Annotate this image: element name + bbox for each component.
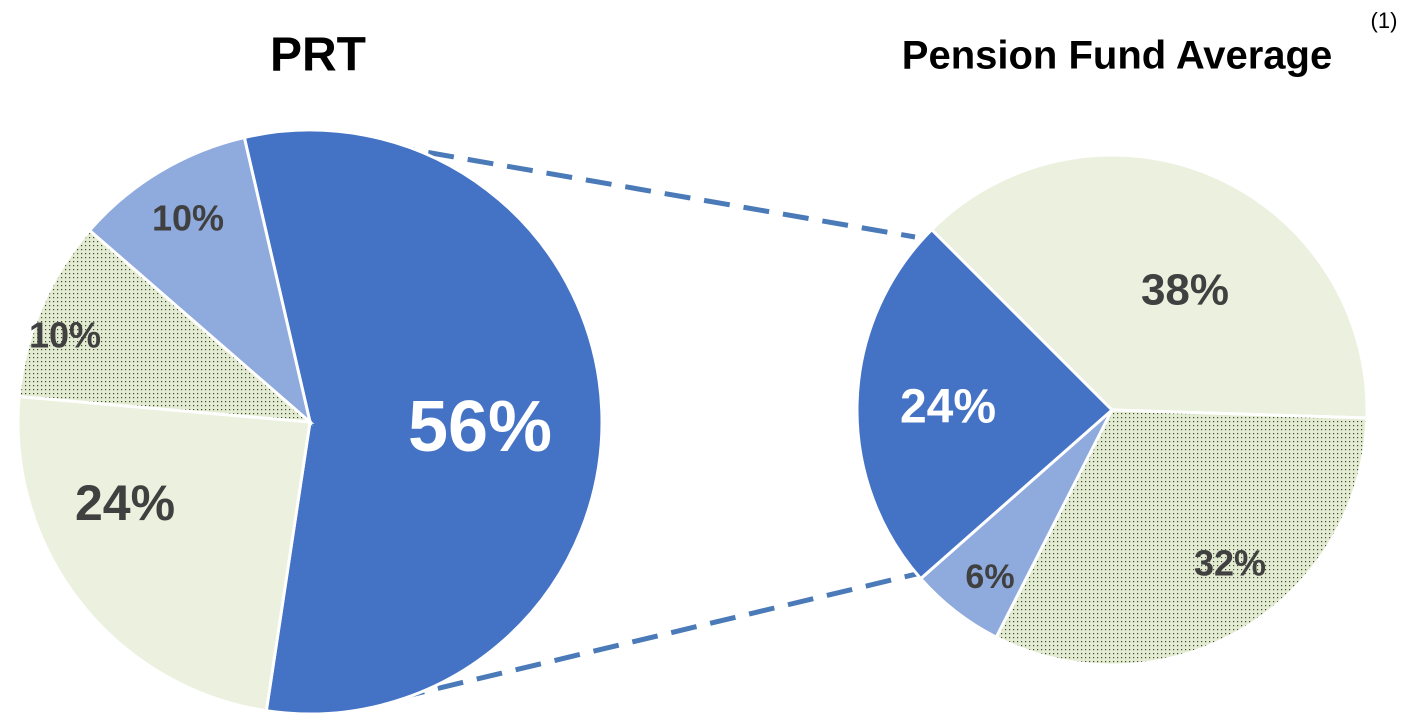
title-note: (1) bbox=[1371, 8, 1398, 33]
data-label: 24% bbox=[75, 475, 175, 531]
chart-title: PRT bbox=[270, 29, 366, 82]
chart-title: Pension Fund Average bbox=[902, 34, 1332, 78]
data-label: 6% bbox=[965, 558, 1014, 596]
pie-slice bbox=[87, 135, 313, 427]
pie-slice bbox=[16, 394, 312, 713]
data-label: 56% bbox=[408, 387, 552, 467]
pie-slice bbox=[994, 408, 1369, 667]
pie-slice bbox=[855, 227, 1115, 581]
data-label: 38% bbox=[1141, 266, 1229, 315]
connector-line bbox=[359, 569, 926, 710]
data-label: 10% bbox=[29, 315, 101, 356]
pie-slice bbox=[929, 153, 1369, 420]
data-label: 24% bbox=[900, 381, 996, 434]
data-label: 10% bbox=[152, 198, 224, 239]
data-label: 32% bbox=[1194, 543, 1266, 584]
pie-slice bbox=[242, 128, 604, 714]
pie-slice bbox=[17, 228, 315, 424]
